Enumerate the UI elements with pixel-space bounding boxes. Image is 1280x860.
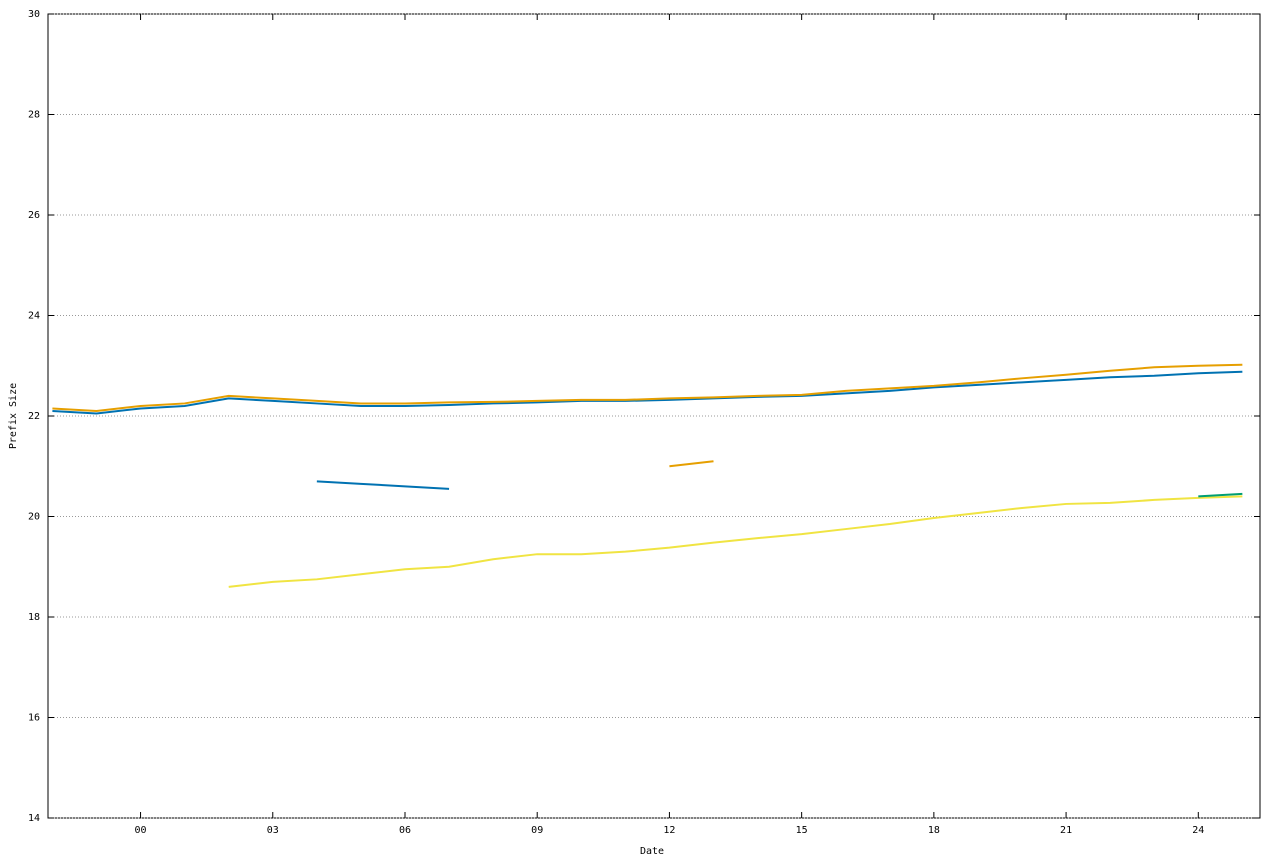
y-tick-label: 26	[28, 210, 40, 221]
x-tick-label: 09	[531, 825, 543, 836]
x-tick-label: 12	[663, 825, 675, 836]
series-line	[1198, 492, 1243, 498]
y-tick-label: 14	[28, 813, 40, 824]
y-tick-label: 28	[28, 110, 40, 121]
x-tick-label: 18	[928, 825, 940, 836]
x-tick-label: 00	[135, 825, 147, 836]
y-tick-label: 20	[28, 512, 40, 523]
y-tick-label: 16	[28, 713, 40, 724]
y-tick-label: 22	[28, 411, 40, 422]
series-line	[228, 495, 1243, 588]
x-tick-label: 03	[267, 825, 279, 836]
series-line	[52, 363, 1243, 412]
series-line	[316, 480, 450, 490]
series-line	[52, 370, 1243, 415]
x-tick-label: 15	[796, 825, 808, 836]
y-axis-label: Prefix Size	[8, 383, 19, 449]
y-tick-label: 30	[28, 9, 40, 20]
x-axis-label: Date	[640, 846, 664, 857]
x-tick-label: 24	[1192, 825, 1204, 836]
series-line	[669, 460, 714, 468]
y-tick-label: 18	[28, 612, 40, 623]
x-tick-label: 21	[1060, 825, 1072, 836]
y-tick-label: 24	[28, 311, 40, 322]
x-tick-label: 06	[399, 825, 411, 836]
